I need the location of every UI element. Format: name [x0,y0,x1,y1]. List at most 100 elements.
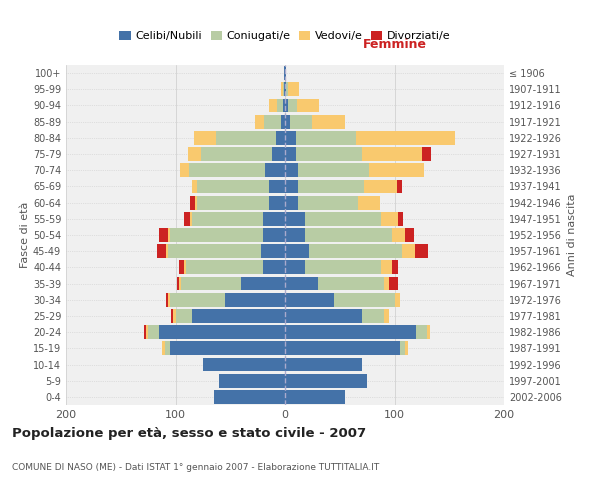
Bar [192,212,263,226]
Bar [188,164,265,177]
Bar [263,228,285,242]
Bar [392,260,398,274]
Bar [416,326,427,339]
Bar [263,212,285,226]
Bar [181,276,241,290]
Bar [170,293,225,306]
Bar [285,196,298,209]
Legend: Celibi/Nubili, Coniugati/e, Vedovi/e, Divorziati/e: Celibi/Nubili, Coniugati/e, Vedovi/e, Di… [115,26,455,46]
Bar [285,260,305,274]
Bar [298,180,364,194]
Bar [288,82,299,96]
Bar [358,196,380,209]
Bar [406,228,414,242]
Bar [173,309,176,323]
Bar [297,98,319,112]
Bar [166,293,168,306]
Bar [264,115,281,128]
Bar [313,115,345,128]
Bar [370,164,424,177]
Bar [179,276,181,290]
Y-axis label: Fasce di età: Fasce di età [20,202,30,268]
Bar [265,164,285,177]
Bar [389,276,398,290]
Bar [176,276,179,290]
Text: Popolazione per età, sesso e stato civile - 2007: Popolazione per età, sesso e stato civil… [12,428,366,440]
Bar [281,115,285,128]
Text: Femmine: Femmine [362,38,427,52]
Bar [285,276,318,290]
Bar [422,147,431,161]
Bar [285,131,296,144]
Bar [214,390,285,404]
Bar [168,228,170,242]
Bar [225,293,285,306]
Bar [400,342,406,355]
Bar [298,164,370,177]
Bar [197,196,269,209]
Bar [382,260,392,274]
Bar [146,326,148,339]
Bar [285,309,362,323]
Bar [285,98,288,112]
Bar [392,228,406,242]
Bar [170,228,263,242]
Bar [216,131,276,144]
Bar [194,131,216,144]
Bar [334,293,395,306]
Bar [166,244,168,258]
Bar [285,66,286,80]
Bar [184,260,187,274]
Bar [276,131,285,144]
Bar [383,309,389,323]
Bar [285,342,400,355]
Bar [402,244,415,258]
Bar [286,82,288,96]
Bar [398,212,403,226]
Bar [180,164,188,177]
Bar [281,82,283,96]
Bar [298,196,358,209]
Bar [285,180,298,194]
Bar [415,244,428,258]
Bar [269,196,285,209]
Bar [190,212,192,226]
Bar [168,293,170,306]
Bar [290,115,313,128]
Bar [285,82,286,96]
Bar [305,212,382,226]
Bar [190,196,195,209]
Bar [176,309,192,323]
Bar [195,196,197,209]
Bar [203,358,285,372]
Bar [170,342,285,355]
Bar [220,374,285,388]
Bar [269,180,285,194]
Bar [272,147,285,161]
Bar [277,98,283,112]
Bar [269,98,277,112]
Bar [144,326,146,339]
Bar [284,82,285,96]
Bar [296,131,356,144]
Bar [305,228,392,242]
Bar [168,244,261,258]
Bar [192,180,197,194]
Bar [356,131,455,144]
Bar [382,212,398,226]
Bar [284,66,285,80]
Bar [197,180,269,194]
Bar [285,390,345,404]
Bar [406,342,407,355]
Bar [362,147,422,161]
Bar [427,326,430,339]
Bar [318,276,383,290]
Bar [309,244,402,258]
Bar [288,98,297,112]
Bar [305,260,382,274]
Bar [395,293,400,306]
Bar [159,228,168,242]
Bar [261,244,285,258]
Bar [263,260,285,274]
Bar [285,293,334,306]
